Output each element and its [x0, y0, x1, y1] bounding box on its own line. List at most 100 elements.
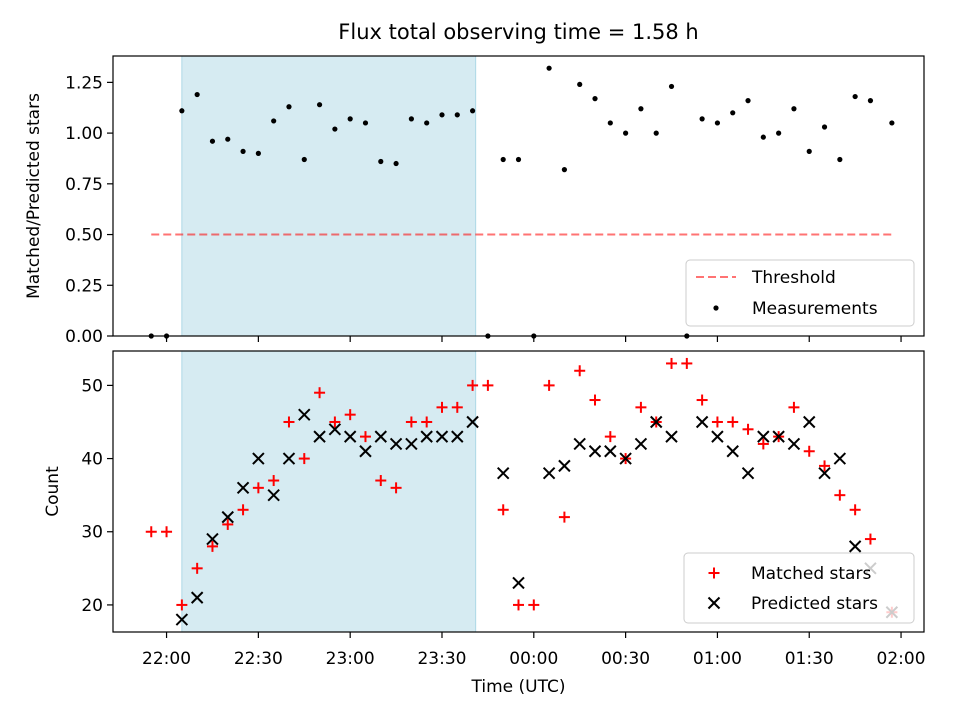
predicted-star-point	[711, 430, 724, 443]
top-y-tick-label: 1.25	[65, 73, 103, 93]
top-y-tick-label: 0.50	[65, 226, 103, 246]
measurement-point	[561, 167, 568, 173]
predicted-star-point	[757, 430, 770, 443]
predicted-star-point	[650, 415, 663, 429]
matched-star-point	[237, 504, 249, 516]
measurement-point	[362, 120, 369, 126]
legend-matched-label: Matched stars	[751, 564, 871, 584]
predicted-star-point	[803, 415, 816, 429]
predicted-star-point	[634, 437, 648, 451]
matched-star-point	[298, 453, 310, 465]
x-tick-label: 23:30	[417, 649, 466, 669]
measurement-point	[301, 156, 307, 163]
measurement-point	[745, 98, 751, 104]
measurement-point	[255, 150, 261, 156]
bottom-y-axis-label: Count	[43, 466, 63, 517]
predicted-star-point	[466, 415, 479, 429]
x-tick-label: 22:30	[234, 649, 283, 669]
predicted-star-point	[267, 488, 280, 502]
predicted-star-point	[833, 452, 847, 465]
predicted-star-point	[665, 430, 678, 443]
predicted-star-point	[236, 481, 250, 495]
predicted-star-point	[206, 532, 219, 546]
measurement-point	[225, 136, 231, 142]
measurement-point	[607, 120, 613, 126]
predicted-star-point	[726, 445, 739, 458]
matched-star-point	[314, 387, 326, 399]
measurement-point	[699, 116, 705, 122]
predicted-star-point	[420, 430, 433, 443]
measurement-point	[837, 156, 843, 163]
bottom-legend	[683, 552, 915, 624]
measurement-point	[577, 81, 583, 88]
predicted-star-point	[252, 452, 265, 465]
predicted-star-point	[542, 466, 556, 480]
predicted-star-point	[695, 415, 709, 429]
measurement-point	[240, 148, 246, 154]
top-y-axis-label: Matched/Predicted stars	[24, 93, 44, 299]
measurement-point	[592, 96, 598, 102]
matched-star-point	[252, 482, 264, 494]
matched-star-point	[405, 416, 417, 428]
bottom-y-tick-label: 20	[81, 596, 103, 616]
measurement-point	[776, 130, 782, 136]
measurement-point	[546, 65, 552, 71]
bottom-shaded-interval	[181, 350, 477, 633]
predicted-star-point	[298, 408, 311, 421]
predicted-star-point	[741, 466, 755, 480]
matched-star-point	[176, 599, 188, 611]
matched-star-point	[543, 379, 555, 391]
measurement-point	[867, 98, 874, 104]
predicted-star-point	[175, 613, 189, 626]
measurement-point	[332, 126, 338, 132]
predicted-star-point	[282, 452, 296, 465]
predicted-star-point	[359, 445, 372, 458]
legend-predicted-swatch	[707, 596, 721, 610]
matched-star-point	[482, 379, 494, 391]
measurement-point	[806, 148, 812, 154]
measurement-point	[347, 116, 353, 122]
matched-star-point	[742, 423, 754, 435]
measurement-point	[638, 106, 644, 112]
measurement-point	[623, 130, 629, 136]
matched-star-point	[589, 394, 601, 406]
predicted-star-point	[772, 430, 785, 443]
matched-star-point	[604, 431, 616, 443]
matched-star-point	[849, 504, 861, 516]
top-axes-frame	[112, 55, 925, 337]
predicted-star-point	[512, 576, 525, 590]
top-legend	[685, 259, 915, 327]
matched-star-point	[727, 416, 739, 428]
predicted-star-point	[604, 445, 617, 458]
predicted-star-point	[451, 430, 464, 443]
measurement-point	[439, 112, 445, 118]
matched-star-point	[191, 562, 203, 574]
matched-star-point	[268, 475, 280, 487]
matched-star-point	[344, 409, 356, 421]
predicted-star-point	[573, 437, 586, 451]
matched-star-point	[421, 416, 433, 428]
predicted-star-point	[374, 430, 387, 443]
matched-star-point	[788, 401, 800, 413]
measurement-point	[791, 106, 797, 112]
legend-measurement-swatch	[713, 305, 719, 311]
predicted-star-point	[190, 591, 204, 604]
measurement-point	[209, 138, 216, 144]
matched-star-point	[206, 540, 218, 552]
x-tick-label: 01:30	[785, 649, 834, 669]
matched-star-point	[329, 416, 341, 428]
measurement-point	[889, 120, 895, 126]
x-tick-label: 02:00	[877, 649, 926, 669]
matched-star-point	[696, 394, 708, 406]
measurement-point	[760, 134, 766, 140]
matched-star-point	[451, 401, 463, 413]
measurement-point	[179, 108, 185, 114]
matched-star-point	[834, 489, 846, 501]
predicted-star-point	[818, 466, 831, 480]
x-axis-label: Time (UTC)	[471, 677, 566, 697]
measurement-point	[194, 91, 200, 98]
matched-star-point	[574, 365, 586, 377]
matched-star-point	[819, 460, 831, 472]
